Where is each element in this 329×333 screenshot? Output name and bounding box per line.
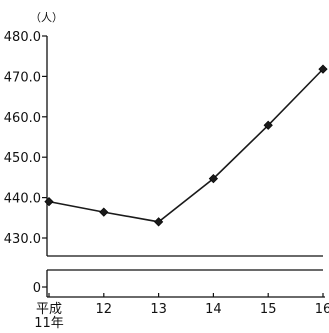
- x-tick-label: 12: [96, 302, 113, 317]
- data-point-marker: [318, 64, 328, 74]
- data-point-marker: [44, 197, 54, 207]
- data-point-marker: [99, 207, 109, 217]
- y-tick-label: 480.0: [4, 30, 41, 45]
- series-line: [48, 68, 324, 223]
- data-point-marker: [263, 120, 273, 130]
- y-ticks: 480.0 470.0 460.0 450.0 440.0 430.0: [4, 30, 47, 247]
- x-tick-label: 平成 11年: [34, 302, 64, 331]
- series-layer: [44, 64, 328, 227]
- y-tick-label: 450.0: [4, 151, 41, 166]
- x-tick-label: 14: [205, 302, 222, 317]
- axis-break: [47, 255, 323, 271]
- y-tick-label: 470.0: [4, 70, 41, 85]
- data-point-marker: [208, 173, 219, 184]
- y-tick-label: 440.0: [4, 192, 41, 207]
- x-tick-label: 16: [315, 302, 329, 317]
- x-tick-label: 15: [260, 302, 277, 317]
- y-tick-label: 460.0: [4, 111, 41, 126]
- zero-tick-label: 0: [33, 281, 41, 296]
- unit-label: （人）: [30, 11, 63, 24]
- x-tick-label: 13: [150, 302, 167, 317]
- y-tick-label: 430.0: [4, 232, 41, 247]
- x-ticks: 平成 11年 12 13 14 15 16: [34, 293, 329, 331]
- data-point-marker: [153, 217, 164, 227]
